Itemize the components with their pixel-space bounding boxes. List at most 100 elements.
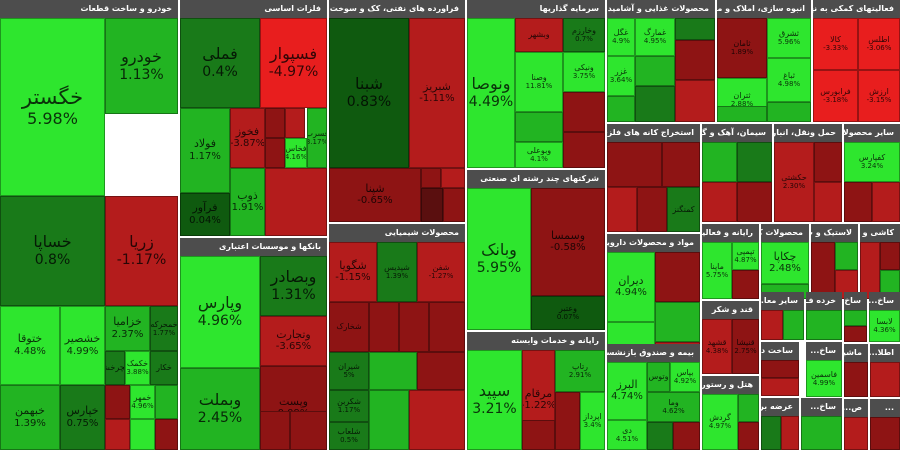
- stock-tile[interactable]: اپرداز 3.4%: [580, 392, 605, 450]
- stock-tile[interactable]: غبشهر: [635, 56, 675, 86]
- sector-header[interactable]: کاشی و س...: [860, 224, 900, 242]
- stock-tile[interactable]: بپاس 4.92%: [670, 362, 700, 392]
- stock-tile[interactable]: شپنا -0.65%: [329, 168, 421, 222]
- sector-header[interactable]: رایانه و فعالیت...: [702, 224, 759, 242]
- stock-tile[interactable]: پارس: [369, 302, 399, 352]
- sector-header[interactable]: ساخ...: [844, 292, 867, 310]
- stock-tile[interactable]: شصدف: [409, 390, 465, 450]
- stock-tile[interactable]: وبانک 5.95%: [467, 188, 531, 330]
- stock-tile[interactable]: شسپا: [421, 168, 441, 188]
- stock-tile[interactable]: ساروم: [702, 182, 737, 222]
- stock-tile[interactable]: گپارس: [738, 422, 759, 450]
- sector-header[interactable]: قند و شکر: [702, 301, 759, 319]
- stock-tile[interactable]: کحافظ: [761, 310, 783, 340]
- stock-tile[interactable]: ارزش -3.15%: [858, 70, 900, 122]
- stock-tile[interactable]: زریا -1.17%: [105, 196, 178, 306]
- stock-tile[interactable]: بپاس: [761, 416, 781, 450]
- stock-tile[interactable]: نفت: [443, 188, 465, 222]
- sector-header[interactable]: خودرو و ساخت قطعات: [0, 0, 178, 18]
- stock-tile[interactable]: شپدیس 1.39%: [377, 242, 417, 302]
- stock-tile[interactable]: وما 4.62%: [647, 392, 700, 422]
- stock-tile[interactable]: ثباغ 4.98%: [767, 58, 811, 102]
- stock-tile[interactable]: شبصیر: [417, 352, 465, 390]
- sector-header[interactable]: ساخ...: [806, 342, 842, 360]
- stock-tile[interactable]: خشصیر 4.99%: [60, 306, 105, 385]
- stock-tile[interactable]: وبوعلی 4.1%: [515, 142, 563, 168]
- stock-tile[interactable]: ذوب 1.91%: [230, 168, 265, 236]
- stock-tile[interactable]: غنوش: [675, 40, 715, 80]
- stock-tile[interactable]: سفارس: [702, 142, 737, 182]
- stock-tile[interactable]: اماکن: [738, 394, 759, 422]
- stock-tile[interactable]: کدما: [607, 187, 637, 232]
- sector-header[interactable]: ساخ...: [801, 398, 842, 416]
- stock-tile[interactable]: سپ: [844, 417, 868, 450]
- stock-tile[interactable]: شاراک: [399, 302, 429, 352]
- stock-tile[interactable]: وخاور: [260, 411, 290, 450]
- stock-tile[interactable]: خزامیا 2.37%: [105, 306, 150, 351]
- stock-tile[interactable]: رکیش: [555, 392, 580, 450]
- stock-tile[interactable]: فزر: [265, 138, 285, 168]
- stock-tile[interactable]: ثفارس: [717, 106, 767, 122]
- stock-tile[interactable]: دکیمی: [655, 302, 700, 342]
- stock-tile[interactable]: کب: [870, 417, 900, 450]
- stock-tile[interactable]: چکارن: [844, 310, 867, 326]
- sector-header[interactable]: رایانه و خدمات وابسته: [467, 332, 605, 350]
- stock-tile[interactable]: رفاه: [806, 310, 842, 340]
- stock-tile[interactable]: خپارس 0.75%: [60, 385, 105, 450]
- stock-tile[interactable]: فرابورس -3.18%: [813, 70, 858, 122]
- sector-header[interactable]: حمل ونقل، انبار...: [774, 124, 842, 142]
- stock-tile[interactable]: قنیشا 2.75%: [732, 319, 759, 374]
- stock-tile[interactable]: لابسا 4.36%: [869, 310, 900, 342]
- sector-header[interactable]: بیمه و صندوق بازنشستگ...: [607, 344, 700, 362]
- stock-tile[interactable]: دخان: [801, 416, 842, 450]
- stock-tile[interactable]: سیستم: [522, 420, 555, 450]
- stock-tile[interactable]: خریخت: [105, 385, 130, 419]
- stock-tile[interactable]: بوتیک: [761, 360, 799, 378]
- stock-tile[interactable]: خساپا 0.8%: [0, 196, 105, 306]
- sector-header[interactable]: خرده فـ...: [806, 292, 842, 310]
- sector-header[interactable]: انبوه سازی، املاک و مس...: [717, 0, 811, 18]
- stock-tile[interactable]: شبنا 0.83%: [329, 18, 409, 168]
- stock-tile[interactable]: شاوان: [421, 188, 443, 222]
- stock-tile[interactable]: شیران 5%: [329, 352, 369, 390]
- stock-tile[interactable]: شگویا -1.15%: [329, 242, 377, 302]
- stock-tile[interactable]: خبهمن 1.39%: [0, 385, 60, 450]
- stock-tile[interactable]: رتاپ 2.91%: [555, 350, 605, 392]
- stock-tile[interactable]: فخاس 4.16%: [285, 138, 307, 168]
- stock-tile[interactable]: وغدیر: [563, 132, 605, 168]
- stock-tile[interactable]: والبر: [515, 112, 563, 142]
- stock-tile[interactable]: فسپوار -4.97%: [260, 18, 327, 108]
- stock-tile[interactable]: غپاک: [635, 86, 675, 122]
- stock-tile[interactable]: خکار: [150, 351, 178, 385]
- sector-header[interactable]: فراورده های نفتی، کک و سوخت هس...: [329, 0, 465, 18]
- sector-header[interactable]: استخراج کانه های فلزی: [607, 124, 700, 142]
- stock-tile[interactable]: ثنوسا: [767, 102, 811, 122]
- stock-tile[interactable]: فجر: [265, 108, 285, 138]
- sector-header[interactable]: ساخ...: [869, 292, 900, 310]
- stock-tile[interactable]: خرینگ: [155, 419, 178, 450]
- stock-tile[interactable]: فروی: [265, 168, 327, 236]
- stock-tile[interactable]: فنوال: [732, 270, 759, 299]
- stock-tile[interactable]: ملت: [673, 422, 700, 450]
- stock-tile[interactable]: سرود: [737, 182, 772, 222]
- stock-tile[interactable]: شبریز -1.11%: [409, 18, 465, 168]
- stock-tile[interactable]: کالا -3.33%: [813, 18, 858, 70]
- stock-tile[interactable]: وخارزم 0.7%: [563, 18, 605, 52]
- stock-tile[interactable]: چفیبر: [844, 326, 867, 342]
- stock-tile[interactable]: خمحرکه 1.77%: [150, 306, 178, 351]
- stock-tile[interactable]: خکمک 3.88%: [125, 351, 150, 385]
- stock-tile[interactable]: ماپنا 5.75%: [702, 242, 732, 299]
- sector-header[interactable]: لاستیک و پ...: [811, 224, 858, 242]
- stock-tile[interactable]: کنور: [637, 187, 667, 232]
- stock-tile[interactable]: شپاکسا: [429, 302, 465, 352]
- stock-tile[interactable]: وسبحان: [563, 92, 605, 132]
- stock-tile[interactable]: کباده: [783, 310, 804, 340]
- stock-tile[interactable]: وصنا 11.81%: [515, 52, 563, 112]
- sector-header[interactable]: محصولات شیمیایی: [329, 224, 465, 242]
- stock-tile[interactable]: پکرمان: [811, 242, 835, 299]
- stock-tile[interactable]: سپید 3.21%: [467, 350, 522, 450]
- stock-tile[interactable]: غشهد: [675, 18, 715, 40]
- stock-tile[interactable]: شکام: [441, 168, 465, 188]
- stock-tile[interactable]: اطلس -3.06%: [858, 18, 900, 70]
- stock-tile[interactable]: سخاش: [737, 142, 772, 182]
